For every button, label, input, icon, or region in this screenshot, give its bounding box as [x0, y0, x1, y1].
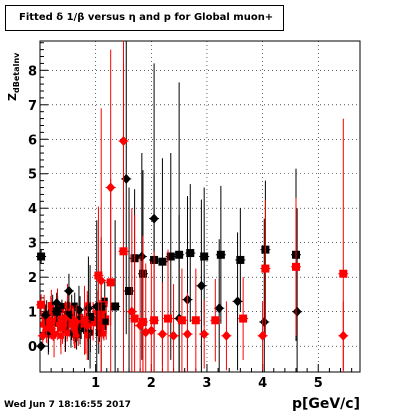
data-point-diamond: [38, 330, 48, 341]
data-point-square: [138, 318, 147, 327]
y-axis-label-sub: dBetaInv: [12, 52, 21, 93]
data-point-square: [37, 300, 46, 309]
data-point-square: [200, 252, 209, 261]
cluster-point: [102, 318, 109, 325]
cluster-point: [74, 331, 81, 338]
chart-title: Fitted δ 1/β versus η and p for Global m…: [19, 12, 274, 23]
data-point-diamond: [233, 296, 243, 307]
cluster-point: [71, 302, 78, 309]
data-point-diamond: [64, 285, 74, 296]
data-point-square: [166, 252, 175, 261]
data-point-square: [94, 271, 103, 280]
x-tick-label: 3: [202, 376, 211, 391]
data-point-diamond: [196, 280, 206, 291]
data-point-square: [130, 314, 139, 323]
data-point-square: [119, 247, 128, 256]
data-point-diamond: [182, 329, 192, 340]
data-point-diamond: [214, 303, 224, 314]
y-tick-label: 3: [28, 237, 37, 252]
data-point-square: [216, 250, 225, 259]
data-point-diamond: [41, 310, 51, 321]
x-tick-label: 1: [91, 376, 100, 391]
cluster-point: [64, 330, 71, 337]
data-point-square: [164, 314, 172, 323]
data-point-square: [106, 278, 115, 287]
data-point-square: [37, 252, 46, 261]
chart-title-box: Fitted δ 1/β versus η and p for Global m…: [5, 5, 284, 31]
y-tick-label: 2: [28, 271, 37, 286]
cluster-point: [55, 314, 62, 321]
y-tick-label: 8: [28, 64, 37, 79]
y-tick-label: 6: [28, 133, 37, 148]
cluster-point: [70, 325, 77, 332]
data-point-diamond: [157, 329, 167, 340]
x-tick-label: 5: [314, 376, 323, 391]
data-point-square: [58, 321, 67, 330]
data-point-diamond: [221, 330, 231, 341]
date-stamp: Wed Jun 7 18:16:55 2017: [4, 400, 131, 410]
y-tick-label: 5: [28, 168, 37, 183]
data-point-square: [63, 311, 72, 320]
data-point-diamond: [60, 313, 70, 324]
x-tick-label: 2: [147, 376, 156, 391]
y-axis-label-main: Z: [6, 93, 19, 101]
data-point-square: [158, 257, 167, 266]
cluster-point: [43, 325, 50, 332]
data-point-diamond: [199, 329, 209, 340]
cluster-point: [41, 319, 48, 326]
data-point-square: [47, 318, 56, 327]
data-point-diamond: [146, 325, 156, 336]
data-point-square: [177, 316, 186, 325]
data-point-diamond: [292, 306, 302, 317]
cluster-point: [57, 332, 64, 339]
data-point-diamond: [258, 330, 268, 341]
data-point-square: [80, 316, 89, 325]
cluster-point: [100, 330, 107, 337]
data-point-diamond: [137, 251, 147, 262]
data-point-square: [186, 249, 195, 258]
cluster-point: [90, 318, 97, 325]
x-tick-label: 4: [258, 376, 267, 391]
data-point-diamond: [169, 330, 179, 341]
data-point-square: [52, 307, 61, 316]
cluster-point: [80, 325, 87, 332]
cluster-point: [96, 315, 103, 322]
y-tick-label: 7: [28, 99, 37, 114]
cluster-point: [100, 323, 107, 330]
data-point-square: [261, 264, 270, 273]
data-point-square: [69, 319, 78, 328]
y-axis-label: Z dBetaInv: [2, 45, 22, 155]
data-point-diamond: [121, 173, 131, 184]
data-point-diamond: [83, 303, 93, 314]
cluster-point: [52, 319, 59, 326]
data-point-square: [111, 302, 120, 311]
cluster-point: [67, 329, 74, 336]
cluster-point: [58, 303, 65, 310]
cluster-point: [66, 321, 73, 328]
cluster-point: [100, 311, 107, 318]
x-axis-label: p[GeV/c]: [291, 396, 360, 412]
data-point-square: [191, 316, 200, 325]
data-point-square: [239, 314, 248, 323]
y-tick-label: 1: [28, 306, 37, 321]
data-point-square: [125, 286, 134, 295]
data-point-square: [339, 269, 348, 278]
data-point-diamond: [74, 304, 84, 315]
data-point-diamond: [127, 306, 137, 317]
cluster-point: [50, 332, 57, 339]
cluster-point: [69, 316, 76, 323]
data-point-square: [211, 316, 220, 325]
data-point-square: [150, 316, 159, 325]
y-tick-label: 4: [28, 202, 37, 217]
data-point-square: [292, 262, 300, 271]
data-point-diamond: [259, 317, 269, 328]
data-point-diamond: [36, 341, 46, 352]
y-tick-label: 0: [28, 340, 37, 355]
data-point-square: [86, 312, 95, 321]
data-point-square: [236, 255, 245, 264]
data-point-square: [175, 250, 184, 259]
